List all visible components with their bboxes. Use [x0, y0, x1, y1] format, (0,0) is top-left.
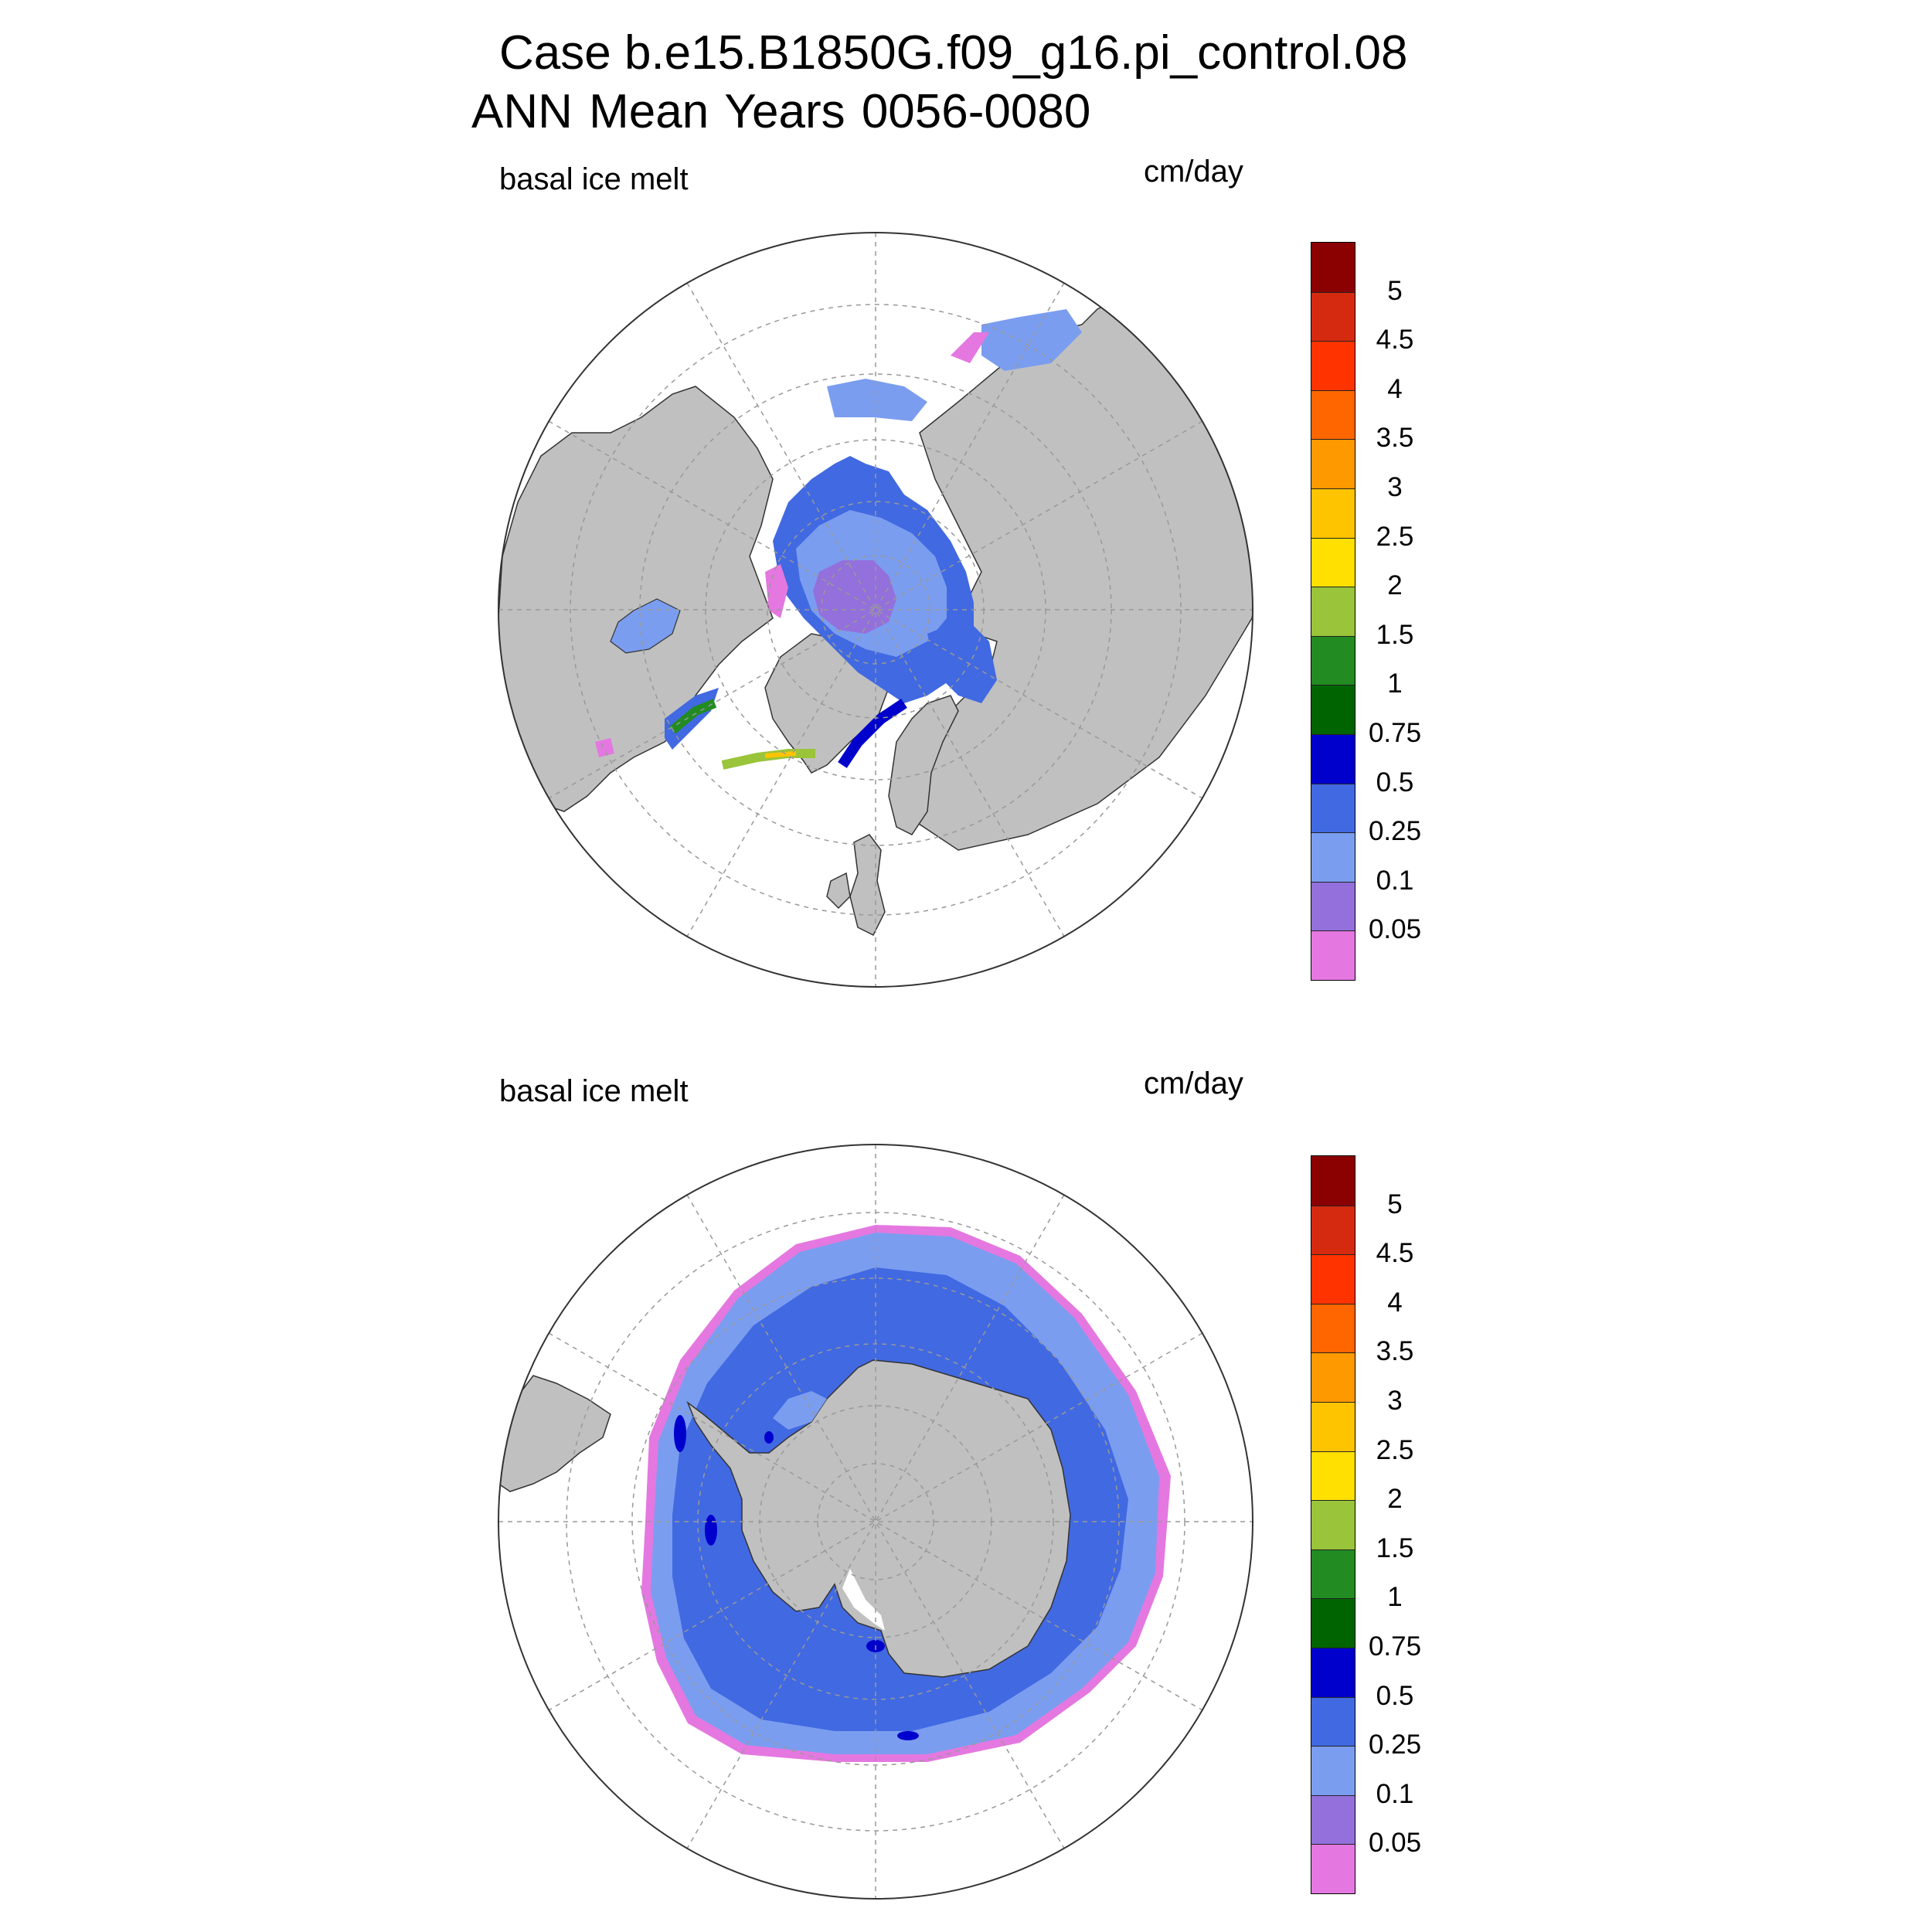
north-colorbar-swatch-1 — [1311, 291, 1355, 342]
weddell-sea-melt — [773, 1391, 827, 1430]
south-colorbar-label-6: 2 — [1387, 1484, 1403, 1515]
north-colorbar-swatch-2 — [1311, 341, 1355, 390]
north-colorbar-swatch-12 — [1311, 832, 1355, 882]
south-colorbar-label-11: 0.25 — [1368, 1730, 1422, 1760]
north-colorbar — [1311, 242, 1355, 981]
south-colorbar-swatch-6 — [1311, 1451, 1355, 1501]
north-colorbar-swatch-4 — [1311, 439, 1355, 488]
south-colorbar-swatch-12 — [1311, 1746, 1355, 1795]
south-colorbar-label-3: 3.5 — [1376, 1336, 1414, 1367]
south-colorbar — [1311, 1155, 1355, 1894]
greenland-sea-melt-band — [838, 699, 907, 768]
south-colorbar-swatch-3 — [1311, 1303, 1355, 1353]
south-colorbar-swatch-5 — [1311, 1401, 1355, 1451]
south-colorbar-swatch-2 — [1311, 1254, 1355, 1304]
north-colorbar-label-8: 1 — [1387, 668, 1403, 699]
melt-hotspot-bellingshausen — [705, 1515, 717, 1546]
south-colorbar-label-9: 0.75 — [1368, 1631, 1422, 1662]
north-colorbar-label-10: 0.5 — [1376, 767, 1414, 798]
arctic-graticule — [498, 233, 1253, 987]
north-colorbar-swatch-13 — [1311, 881, 1355, 931]
figure-title-period: ANN Mean Years 0056-0080 — [471, 85, 1091, 138]
ireland — [826, 872, 851, 910]
scandinavia-landmass — [888, 695, 959, 835]
south-colorbar-label-0: 5 — [1387, 1189, 1403, 1219]
melt-hotspot-weddell — [764, 1431, 774, 1444]
melt-hotspot-peninsula — [674, 1415, 686, 1452]
north-colorbar-swatch-0 — [1311, 243, 1355, 292]
south-greenland-melt-hotspot — [764, 751, 797, 758]
south-colorbar-swatch-8 — [1311, 1549, 1355, 1599]
south-panel-units-label: cm/day — [1144, 1066, 1243, 1100]
south-colorbar-swatch-14 — [1311, 1844, 1355, 1893]
north-colorbar-label-1: 4.5 — [1376, 325, 1414, 355]
north-colorbar-label-7: 1.5 — [1376, 619, 1414, 650]
north-colorbar-swatch-6 — [1311, 537, 1355, 587]
south-colorbar-label-1: 4.5 — [1376, 1238, 1414, 1269]
north-colorbar-swatch-3 — [1311, 389, 1355, 440]
north-colorbar-label-9: 0.75 — [1368, 718, 1422, 748]
melt-hotspot-east — [897, 1731, 919, 1740]
south-colorbar-swatch-7 — [1311, 1500, 1355, 1549]
antarctic-graticule — [498, 1145, 1253, 1899]
north-colorbar-label-3: 3.5 — [1376, 423, 1414, 454]
south-colorbar-label-13: 0.05 — [1368, 1828, 1422, 1859]
south-america-tip — [498, 1375, 611, 1492]
north-colorbar-swatch-10 — [1311, 733, 1355, 784]
south-colorbar-swatch-4 — [1311, 1352, 1355, 1402]
north-colorbar-label-11: 0.25 — [1368, 816, 1422, 847]
south-colorbar-labels: 5 4.5 4 3.5 3 2.5 2 1.5 1 0.75 0.5 0.25 0.1 0.05 — [1345, 1155, 1445, 1894]
north-colorbar-labels: 5 4.5 4 3.5 3 2.5 2 1.5 1 0.75 0.5 0.25 0.1 0.05 — [1345, 242, 1445, 981]
ross-ice-shelf — [842, 1569, 885, 1631]
bering-sea-melt — [827, 379, 927, 421]
north-colorbar-label-6: 2 — [1387, 570, 1403, 601]
south-panel-variable-label: basal ice melt — [499, 1074, 689, 1108]
great-lakes-melt — [595, 738, 614, 757]
north-colorbar-label-12: 0.1 — [1376, 865, 1414, 896]
south-colorbar-label-4: 3 — [1387, 1386, 1403, 1416]
north-america-landmass — [498, 386, 774, 812]
south-colorbar-label-8: 1 — [1387, 1582, 1403, 1613]
north-colorbar-label-5: 2.5 — [1376, 521, 1414, 552]
north-colorbar-label-0: 5 — [1387, 275, 1403, 306]
canadian-archipelago-melt — [765, 564, 788, 618]
south-colorbar-swatch-11 — [1311, 1696, 1355, 1747]
figure-title-case: Case b.e15.B1850G.f09_g16.pi_control.08 — [499, 26, 1408, 80]
north-colorbar-label-4: 3 — [1387, 472, 1403, 502]
north-panel-variable-label: basal ice melt — [499, 162, 689, 196]
north-colorbar-swatch-5 — [1311, 488, 1355, 538]
antarctica-landmass — [686, 1359, 1071, 1678]
south-colorbar-swatch-10 — [1311, 1647, 1355, 1697]
south-colorbar-label-2: 4 — [1387, 1287, 1403, 1318]
south-colorbar-label-5: 2.5 — [1376, 1434, 1414, 1465]
south-colorbar-swatch-0 — [1311, 1156, 1355, 1206]
hudson-bay — [610, 598, 681, 654]
north-colorbar-swatch-14 — [1311, 930, 1355, 980]
north-colorbar-label-2: 4 — [1387, 373, 1403, 404]
north-colorbar-swatch-7 — [1311, 587, 1355, 636]
north-colorbar-swatch-9 — [1311, 685, 1355, 734]
south-colorbar-label-10: 0.5 — [1376, 1680, 1414, 1711]
okhotsk-sea-edge-melt — [951, 332, 989, 363]
antarctic-map — [498, 1144, 1253, 1900]
south-colorbar-label-12: 0.1 — [1376, 1778, 1414, 1809]
north-colorbar-label-13: 0.05 — [1368, 914, 1422, 945]
arctic-map — [498, 232, 1253, 988]
arctic-map-border — [498, 232, 1253, 988]
south-colorbar-swatch-9 — [1311, 1598, 1355, 1648]
south-colorbar-swatch-13 — [1311, 1794, 1355, 1845]
north-panel-units-label: cm/day — [1144, 155, 1243, 189]
antarctic-map-border — [498, 1144, 1253, 1900]
south-colorbar-label-7: 1.5 — [1376, 1532, 1414, 1563]
south-colorbar-swatch-1 — [1311, 1205, 1355, 1255]
north-colorbar-swatch-11 — [1311, 783, 1355, 833]
north-colorbar-swatch-8 — [1311, 635, 1355, 685]
